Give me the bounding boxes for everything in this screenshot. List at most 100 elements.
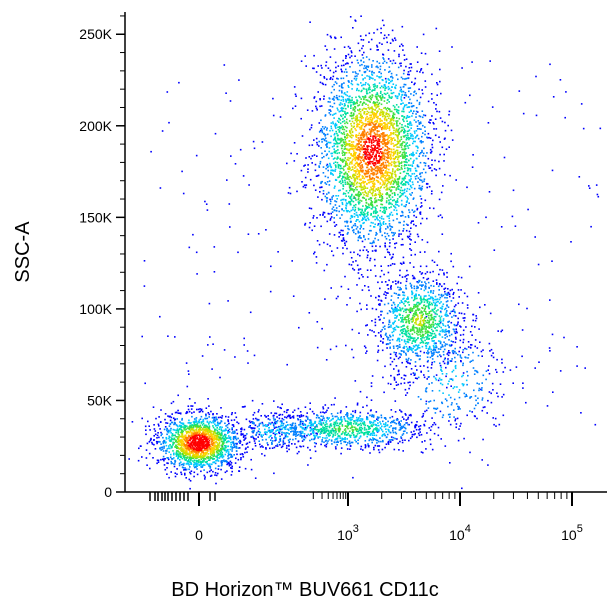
event-dot [315,105,317,108]
event-dot [356,219,358,221]
event-dot [409,70,412,72]
event-dot [420,128,422,130]
event-dot [430,93,433,95]
event-dot [202,463,205,466]
event-dot [418,128,421,130]
event-dot [432,270,434,273]
event-dot [430,350,432,353]
event-dot [455,403,458,405]
event-dot [442,353,445,356]
event-dot [317,65,319,67]
event-dot [315,137,318,140]
event-dot [422,168,425,171]
event-dot [222,435,225,437]
event-dot [357,216,359,218]
event-dot [270,429,272,432]
event-dot [225,437,228,440]
event-dot [428,298,431,300]
event-dot [408,347,411,350]
event-dot [425,345,427,347]
event-dot [406,348,408,351]
event-dot [297,407,300,410]
event-dot [233,446,235,449]
event-dot [515,366,518,368]
event-dot [441,285,443,288]
event-dot [161,433,163,435]
event-dot [387,292,389,294]
event-dot [328,109,330,111]
event-dot [329,113,332,116]
event-dot [336,77,338,80]
event-dot [345,57,347,59]
event-dot [400,244,403,246]
event-dot [300,415,303,418]
event-dot [364,213,366,215]
event-dot [379,340,382,342]
event-dot [424,285,427,287]
event-dot [169,447,171,450]
event-dot [177,394,179,397]
event-dot [234,432,236,434]
event-dot [401,427,404,429]
event-dot [420,222,422,225]
event-dot [320,182,322,185]
event-dot [476,417,478,420]
event-dot [434,159,436,162]
event-dot [407,164,410,166]
event-dot [389,342,391,344]
event-dot [335,70,337,73]
event-dot [336,132,338,135]
event-dot [342,238,345,240]
event-dot [460,422,462,425]
event-dot [441,345,444,348]
event-dot [412,161,415,163]
event-dot [396,326,399,328]
event-dot [403,345,405,348]
event-dot [200,470,202,473]
event-dot [323,127,325,130]
event-dot [322,415,324,418]
event-dot [303,423,306,425]
event-dot [391,438,393,441]
event-dot [341,432,343,435]
event-dot [281,428,284,430]
event-dot [379,227,382,229]
event-dot [274,418,276,421]
event-dot [266,431,268,434]
event-dot [452,369,455,372]
event-dot [258,428,260,430]
event-dot [334,132,336,135]
event-dot [393,379,396,381]
event-dot [145,449,148,451]
event-dot [341,107,344,110]
event-dot [354,206,357,209]
event-dot [389,334,391,337]
event-dot [191,412,193,414]
event-dot [441,216,443,219]
event-dot [229,436,232,438]
event-dot [407,73,409,76]
event-dot [425,448,427,450]
event-dot [441,330,444,333]
event-dot [328,438,331,441]
event-dot [406,200,408,202]
event-dot [434,407,436,410]
event-dot [437,351,439,354]
event-dot [183,458,186,460]
event-dot [330,173,332,175]
event-dot [177,453,180,455]
event-dot [419,213,422,215]
event-dot [431,146,434,149]
event-dot [331,78,334,81]
event-dot [330,439,333,442]
event-dot [443,138,446,140]
event-dot [350,209,353,212]
event-dot [374,211,377,214]
event-dot [208,405,210,407]
event-dot [352,431,355,434]
event-dot [383,206,386,208]
event-dot [373,72,375,74]
event-dot [270,439,272,441]
event-dot [467,357,469,359]
event-dot [454,418,457,420]
